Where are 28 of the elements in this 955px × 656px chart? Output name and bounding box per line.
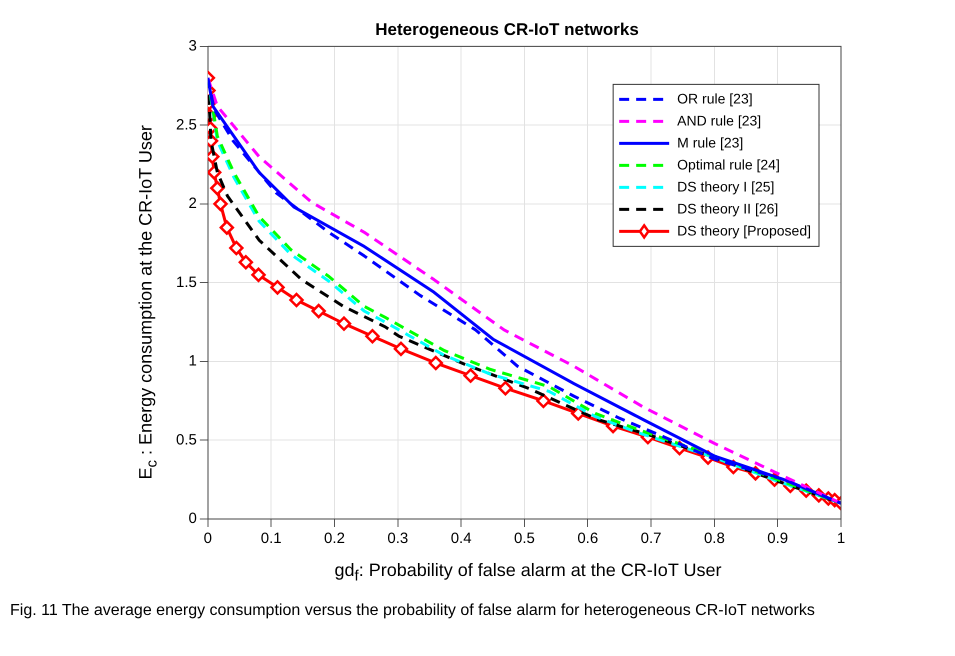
x-tick-label: 1 (836, 530, 846, 548)
legend-label: DS theory II [26] (677, 200, 778, 216)
x-tick-label: 0.9 (767, 530, 788, 548)
legend-label: OR rule [23] (677, 90, 753, 106)
x-tick-label: 0.4 (450, 530, 472, 548)
legend-label: DS theory [Proposed] (677, 222, 812, 238)
legend-label: Optimal rule [24] (677, 156, 780, 172)
x-tick-label: 0.6 (577, 530, 598, 548)
x-tick-label: 0 (204, 530, 212, 548)
x-tick-label: 0.5 (514, 530, 535, 548)
y-tick-label: 2 (188, 195, 197, 212)
x-tick-label: 0.1 (260, 530, 282, 548)
y-tick-label: 1.5 (176, 274, 197, 291)
legend-label: AND rule [23] (677, 112, 762, 128)
legend-label: M rule [23] (677, 134, 744, 150)
y-tick-label: 0 (188, 510, 197, 528)
y-tick-label: 2.5 (176, 116, 197, 134)
x-tick-label: 0.3 (387, 530, 408, 548)
legend-label: DS theory I [25] (677, 178, 774, 194)
y-tick-label: 1 (188, 352, 197, 370)
x-axis-title: gd$_{f}$: Probability of false alarm at the CR-IoT User (333, 560, 722, 585)
caption: Fig. 11 The average energy consumption versus the probability of false alarm for heterogeneous CR-IoT networks (10, 601, 816, 621)
chart-title: Heterogeneous CR-IoT networks (375, 20, 639, 39)
x-tick-label: 0.8 (704, 530, 725, 548)
y-tick-label: 3 (188, 38, 197, 55)
y-tick-label: 0.5 (176, 431, 197, 448)
x-tick-label: 0.7 (640, 530, 662, 548)
x-tick-label: 0.2 (324, 530, 345, 548)
